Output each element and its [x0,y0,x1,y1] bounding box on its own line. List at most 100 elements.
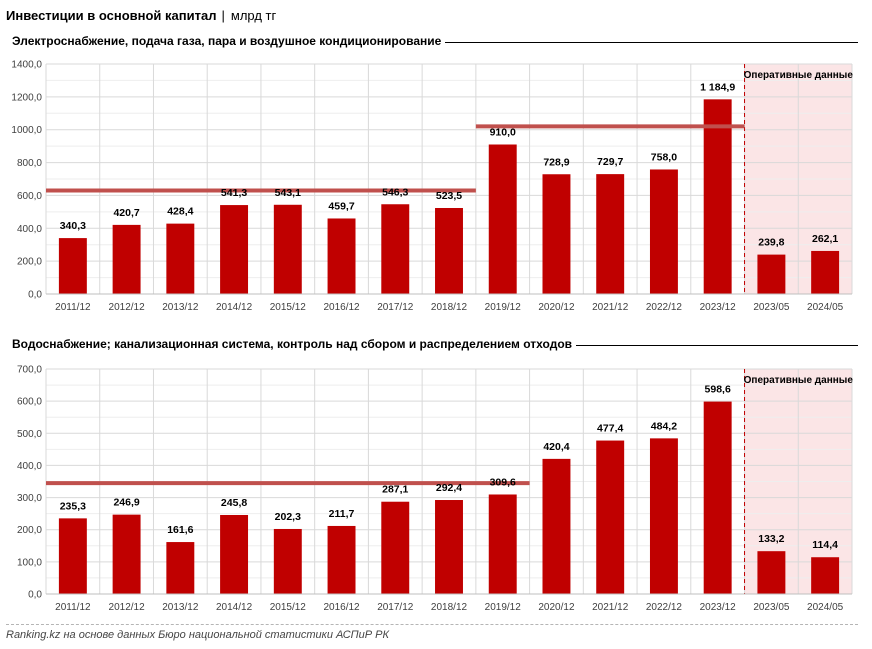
chart1-bar [488,144,517,294]
chart1-data-label: 523,5 [436,190,462,202]
chart1-bar [596,174,625,294]
chart1-bar [703,99,732,294]
chart1-ytick-label: 0,0 [28,290,42,301]
chart1-bar [273,204,302,294]
chart1-xtick-label: 2018/12 [431,302,468,313]
chart2-data-label: 420,4 [543,441,569,453]
chart1-xtick-label: 2012/12 [109,302,146,313]
chart2-bar [381,501,410,594]
footer-text: на основе данных Бюро национальной стати… [60,629,389,641]
chart1-data-label: 428,4 [167,206,193,218]
chart2-xtick-label: 2023/12 [700,602,737,613]
chart2-xtick-label: 2011/12 [55,602,91,613]
chart1-ytick-label: 200,0 [17,257,42,268]
chart1-ytick-label: 1000,0 [11,125,42,136]
chart2-ytick-label: 100,0 [17,557,42,568]
chart1-data-label: 541,3 [221,187,247,199]
chart1-data-label: 239,8 [758,237,784,249]
chart2-ytick-label: 500,0 [17,429,42,440]
chart1-ytick-label: 1200,0 [11,92,42,103]
chart2-xtick-label: 2016/12 [323,602,360,613]
footer-site: Ranking.kz [6,629,61,641]
chart1-xtick-label: 2014/12 [216,302,253,313]
chart1-operational-label: Оперативные данные [744,70,854,81]
chart1-xtick-label: 2015/12 [270,302,307,313]
chart2-xtick-label: 2024/05 [807,602,844,613]
header-separator: | [221,8,225,23]
chart1-xtick-label: 2023/12 [700,302,737,313]
chart1-data-label: 459,7 [328,200,354,212]
chart1-data-label: 1 184,9 [700,81,735,93]
chart2-xtick-label: 2023/05 [753,602,790,613]
chart2-xtick-label: 2020/12 [538,602,575,613]
chart2-ytick-label: 300,0 [17,493,42,504]
chart2-bar [703,401,732,594]
chart2-data-label: 477,4 [597,423,623,435]
chart1-title-rule [430,42,858,43]
chart1-data-label: 262,1 [812,233,838,245]
chart-electricity: 0,0 200,0 400,0 600,0 800,0 1000,0 1200,0 1400,… [11,60,854,314]
chart2-data-label: 133,2 [758,533,784,545]
chart1-data-label: 729,7 [597,156,623,168]
chart1-data-label: 546,3 [382,186,408,198]
chart1-xtick-label: 2017/12 [377,302,414,313]
chart2-ytick-label: 400,0 [17,461,42,472]
chart1-data-label: 758,0 [651,151,677,163]
chart-water: 0,0 100,0 200,0 300,0 400,0 500,0 600,0 700,0 Оп… [17,365,854,614]
chart2-xtick-label: 2013/12 [162,602,199,613]
chart1-bar [435,207,463,294]
chart1-bar [542,174,571,294]
chart2-bar [273,528,302,594]
chart1-data-label: 910,0 [490,127,516,139]
chart2-bar [435,500,463,594]
chart1-bar [811,250,840,294]
chart2-bar [811,557,840,594]
chart1-bar [649,169,678,294]
chart1-xtick-label: 2024/05 [807,302,844,313]
chart2-ytick-label: 600,0 [17,397,42,408]
chart2-data-label: 598,6 [705,384,731,396]
chart2-data-label: 235,3 [60,500,86,512]
chart2-ytick-label: 0,0 [28,590,42,601]
chart1-xtick-label: 2019/12 [485,302,522,313]
header: Инвестиции в основной капитал | млрд тг [6,8,276,24]
chart1-bar [381,204,410,294]
chart1-bar [166,223,195,294]
chart2-bar [166,542,195,594]
chart2-bar [488,494,517,594]
chart1-xtick-label: 2023/05 [753,302,790,313]
chart1-ytick-label: 800,0 [17,158,42,169]
chart1-xtick-label: 2022/12 [646,302,683,313]
chart2-ytick-label: 700,0 [17,365,42,376]
chart2-bar [542,458,571,594]
chart2-bar [112,514,141,594]
chart2-data-label: 292,4 [436,482,462,494]
chart2-ytick-label: 200,0 [17,525,42,536]
chart1-bar [58,238,87,294]
chart2-bar [58,518,87,594]
chart2-operational-label: Оперативные данные [744,375,854,386]
chart1-ytick-label: 600,0 [17,191,42,202]
chart2-bar [596,440,625,594]
chart2-title-rule [560,345,858,346]
footer-divider [6,624,858,625]
chart2-bar [327,525,356,594]
chart2-title: Водоснабжение; канализационная система, … [12,337,577,351]
chart2-xtick-label: 2012/12 [109,602,146,613]
chart2-bar [757,551,786,594]
chart2-xtick-label: 2018/12 [431,602,468,613]
chart1-bar [757,254,786,294]
chart1-bar [112,224,141,294]
chart2-bar [220,514,249,594]
chart2-xtick-label: 2021/12 [592,602,629,613]
header-unit: млрд тг [230,8,277,23]
chart1-data-label: 543,1 [275,187,301,199]
header-title: Инвестиции в основной капитал [6,8,217,23]
chart1-title: Электроснабжение, подача газа, пара и во… [12,34,446,48]
chart2-data-label: 309,6 [490,476,516,488]
chart2-data-label: 161,6 [167,524,193,536]
chart2-bar [649,438,678,594]
chart2-xtick-label: 2022/12 [646,602,683,613]
chart2-data-label: 211,7 [329,508,355,520]
chart1-xtick-label: 2020/12 [538,302,575,313]
